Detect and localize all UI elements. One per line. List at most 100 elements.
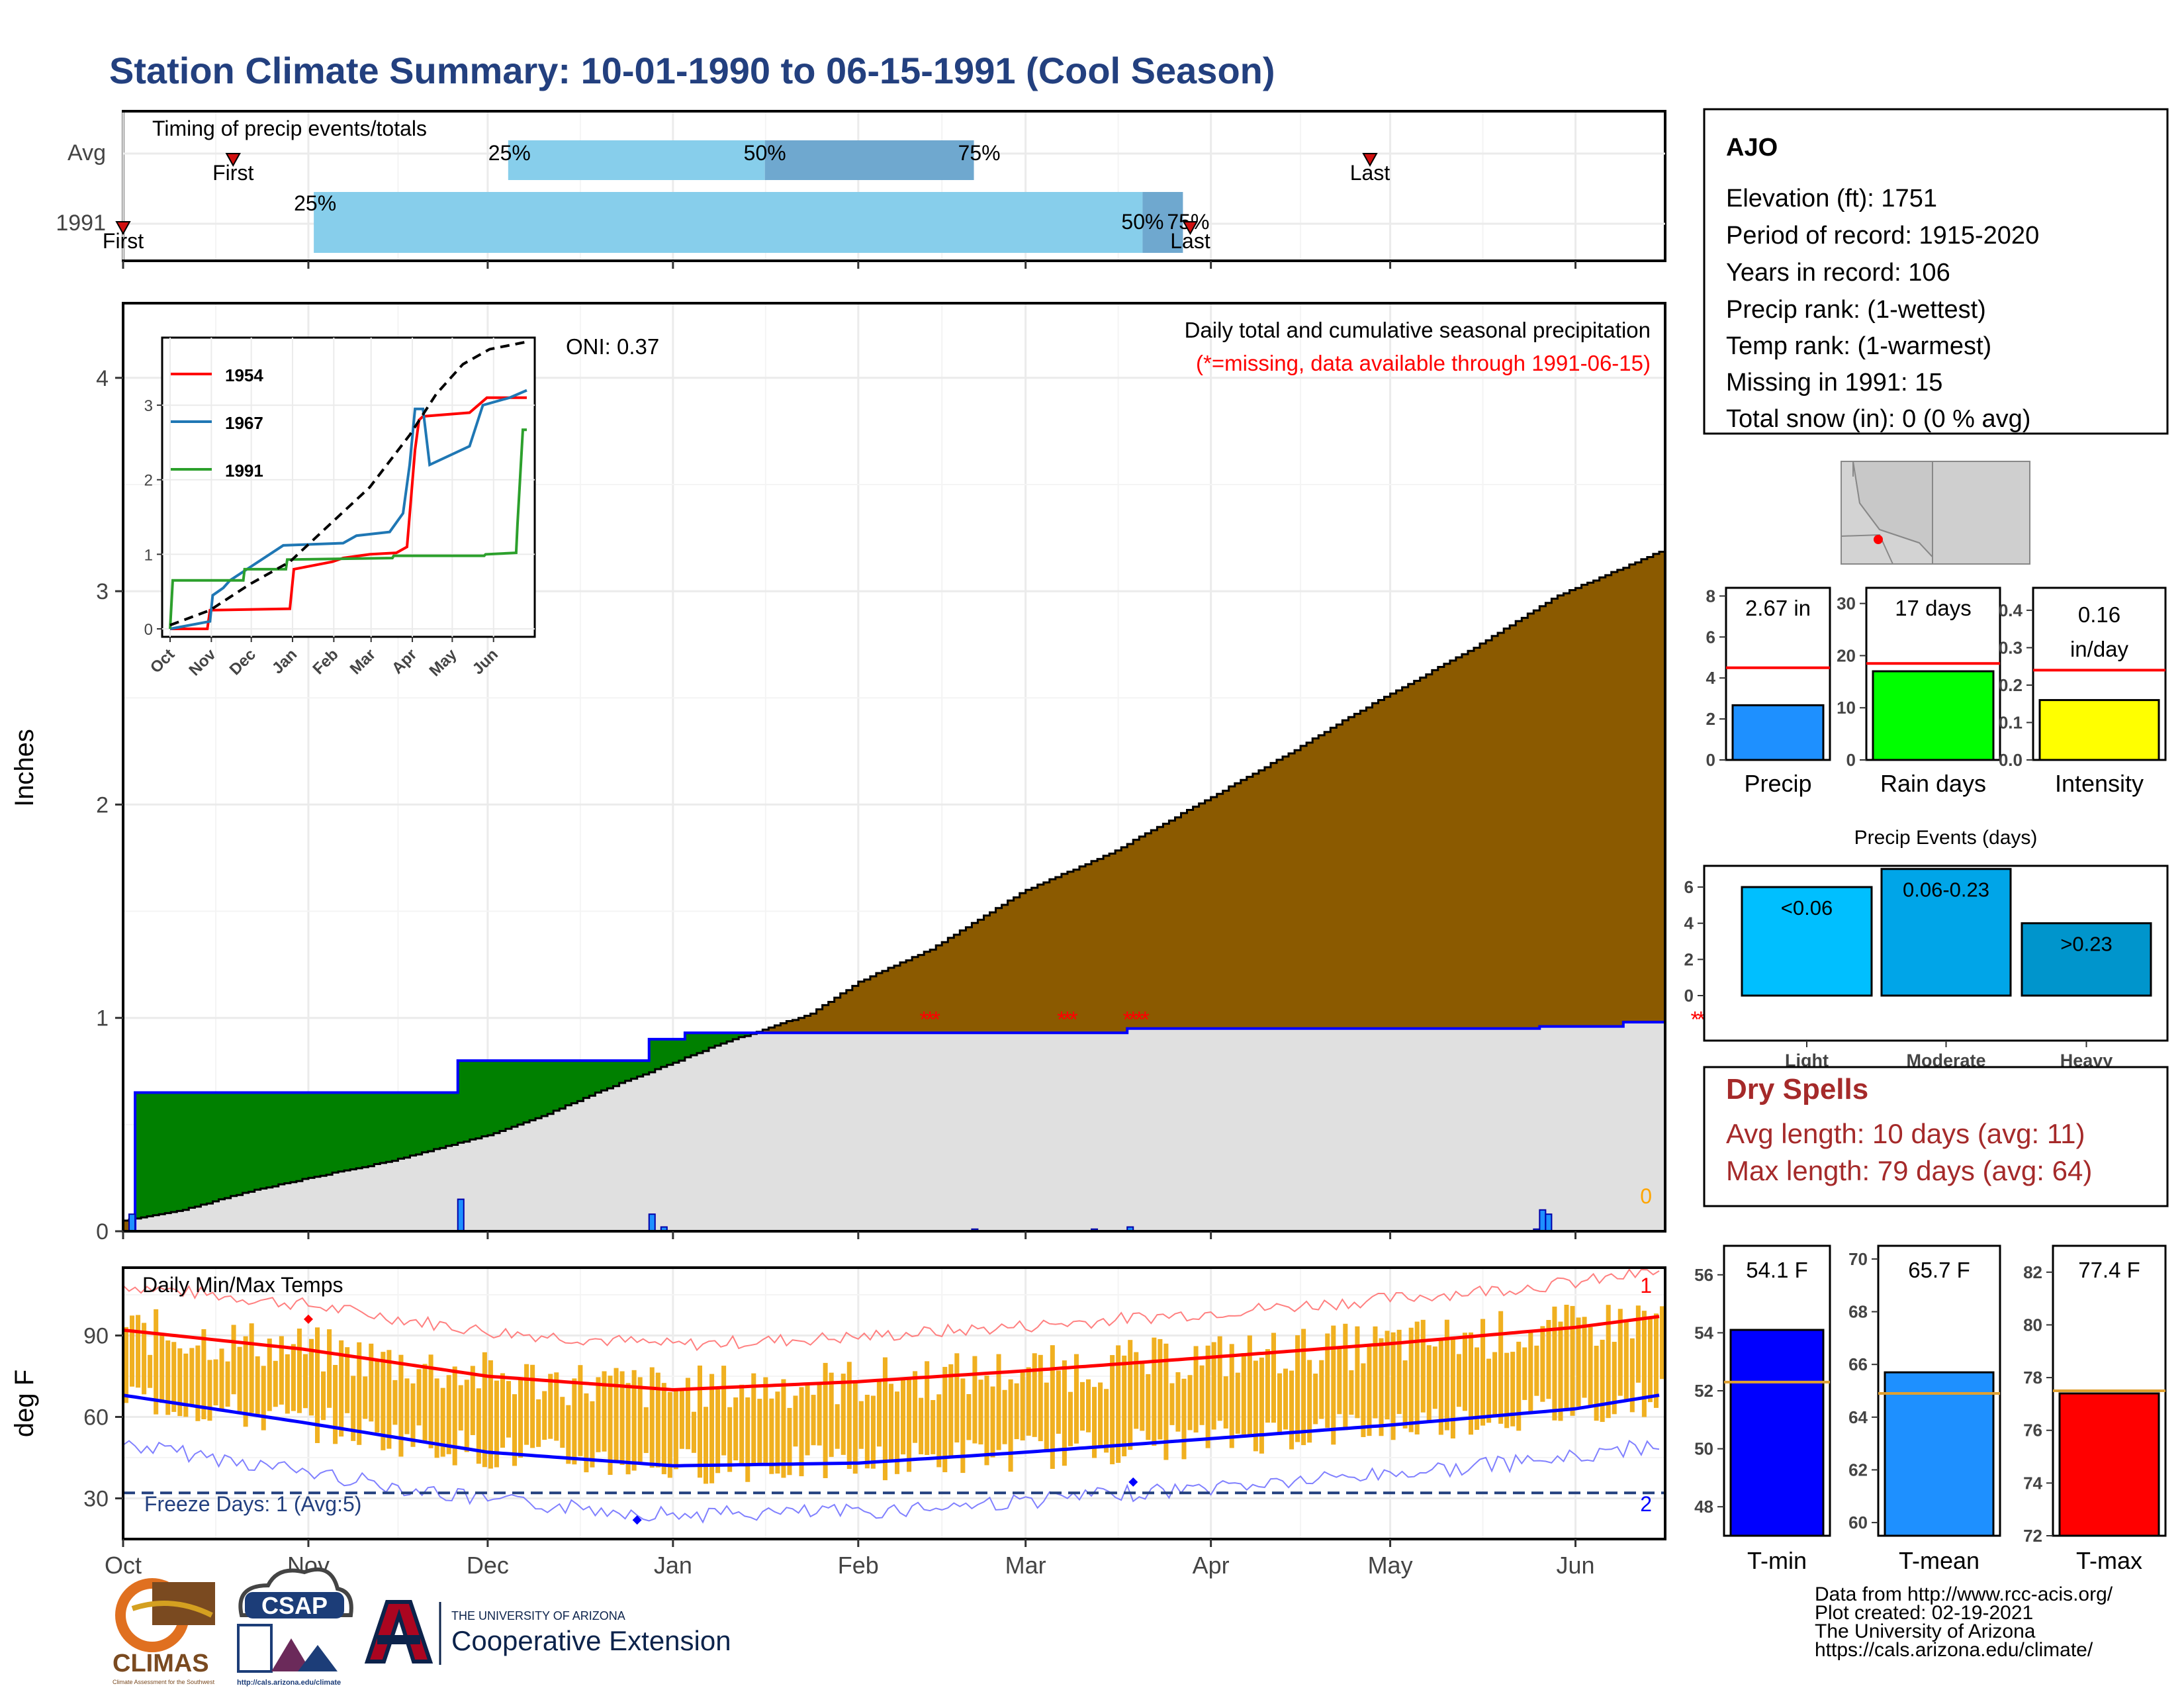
daily-temp-bar (811, 1395, 816, 1446)
daily-temp-bar (1032, 1353, 1037, 1437)
daily-precip-bar (660, 1226, 668, 1231)
obs-cumulative-line (123, 1021, 1665, 1231)
daily-temp-bar (619, 1371, 625, 1466)
daily-temp-bar (895, 1391, 900, 1474)
temp-summary-y-tick-label: 60 (1848, 1513, 1868, 1532)
missing-day-marker: * (1129, 1008, 1138, 1033)
summary-y-tick-label: 4 (1706, 668, 1716, 688)
daily-temp-bar (841, 1374, 846, 1455)
daily-temp-bar (422, 1364, 428, 1441)
temp-title: Daily Min/Max Temps (142, 1273, 343, 1297)
timing-bar-25-50 (314, 192, 1143, 253)
daily-precip-bar (1539, 1209, 1547, 1231)
missing-day-marker: * (1135, 1008, 1144, 1033)
daily-temp-bar (1152, 1337, 1157, 1446)
daily-temp-bar (1564, 1305, 1569, 1411)
daily-temp-bar (679, 1391, 684, 1449)
daily-temp-bar (249, 1323, 254, 1413)
daily-temp-bar (285, 1354, 290, 1414)
daily-temp-bar (1002, 1389, 1007, 1444)
daily-temp-bar (177, 1348, 183, 1417)
summary-y-tick-label: 0 (1706, 750, 1715, 770)
temp-summary-category: T-min (1747, 1547, 1807, 1574)
daily-temp-bar (996, 1354, 1001, 1450)
daily-temp-bar (697, 1365, 703, 1478)
record-low-count: 2 (1640, 1492, 1652, 1516)
month-tick-label: Feb (838, 1552, 879, 1579)
daily-temp-bar (1432, 1346, 1437, 1409)
daily-temp-bar (500, 1373, 505, 1448)
daily-temp-bar (1570, 1305, 1575, 1416)
daily-temp-bar (1259, 1357, 1264, 1454)
daily-temp-bar (745, 1397, 751, 1482)
daily-temp-bar (470, 1366, 475, 1435)
summary-category-label: Rain days (1880, 770, 1986, 797)
timing-first-marker (225, 153, 241, 167)
daily-temp-bar (524, 1364, 529, 1445)
daily-temp-bar (351, 1376, 356, 1441)
inset-series-1967 (169, 389, 527, 630)
oni-value: ONI: 0.37 (566, 334, 659, 359)
daily-temp-bar (1331, 1325, 1336, 1445)
missing-day-marker: * (1057, 1008, 1066, 1033)
inset-y-tick-label: 3 (144, 397, 153, 415)
dry-spells-title: Dry Spells (1726, 1073, 1868, 1105)
daily-temp-bar (1301, 1329, 1306, 1446)
record-high-marker (303, 1314, 313, 1324)
daily-temp-bar (1438, 1339, 1443, 1435)
daily-temp-bar (931, 1400, 936, 1454)
temp-summary-category: T-mean (1899, 1547, 1979, 1574)
daily-temp-bar (506, 1381, 512, 1438)
daily-temp-bar (655, 1372, 660, 1468)
daily-temp-bar (1492, 1352, 1498, 1415)
daily-temp-bar (308, 1338, 314, 1416)
daily-temp-bar (913, 1371, 918, 1443)
station-frame (1703, 108, 2169, 435)
daily-temp-bar (357, 1342, 362, 1445)
daily-temp-bar (649, 1367, 655, 1468)
daily-temp-bar (1098, 1382, 1103, 1447)
inset-y-tick-label: 1 (144, 546, 153, 564)
daily-temp-bar (733, 1397, 739, 1461)
temp-summary-y-tick-label: 72 (2023, 1526, 2042, 1546)
daily-temp-bar (1289, 1370, 1295, 1450)
missing-day-marker: * (1063, 1008, 1071, 1033)
daily-temp-bar (1319, 1360, 1324, 1419)
temp-summary-value: 54.1 F (1746, 1258, 1808, 1282)
credit-url: https://cals.arizona.edu/climate/ (1815, 1639, 2093, 1661)
daily-temp-bar (805, 1385, 810, 1456)
daily-temp-bar (1026, 1367, 1031, 1436)
daily-temp-bar (1283, 1368, 1289, 1430)
daily-temp-bar (864, 1395, 870, 1469)
station-snow: Total snow (in): 0 (0 % avg) (1726, 405, 2030, 433)
daily-temp-bar (279, 1336, 284, 1405)
inset-legend: 1954 1967 1991 (171, 365, 263, 481)
temp-frame (122, 1266, 1666, 1540)
daily-temp-bar (602, 1371, 607, 1452)
daily-temp-bar (1092, 1387, 1097, 1458)
timing-first-marker-label: First (103, 229, 144, 253)
daily-temp-bar (273, 1360, 278, 1407)
daily-temp-bar (858, 1401, 864, 1449)
missing-day-marker: * (1141, 1008, 1150, 1033)
daily-temp-bar (302, 1354, 308, 1409)
daily-temp-bar (542, 1391, 547, 1440)
daily-temp-bar (1444, 1319, 1449, 1430)
daily-temp-bar (704, 1407, 709, 1484)
daily-temp-bar (1110, 1355, 1115, 1465)
daily-temp-bar (1271, 1333, 1276, 1423)
timing-bar-50-75 (1142, 192, 1183, 253)
daily-temp-bar (339, 1340, 344, 1437)
daily-temp-bar (572, 1378, 577, 1465)
daily-temp-bar (1211, 1342, 1216, 1430)
daily-temp-bar (1385, 1331, 1390, 1420)
daily-temp-bar (1528, 1330, 1533, 1413)
daily-temp-bar (142, 1323, 147, 1395)
daily-temp-bar (1361, 1363, 1366, 1437)
daily-temp-bar (392, 1380, 398, 1425)
y-tick-label: 2 (96, 792, 109, 818)
temp-summary-value: 65.7 F (1908, 1258, 1970, 1282)
daily-temp-bar (972, 1356, 978, 1444)
freeze-days-label: Freeze Days: 1 (Avg:5) (144, 1492, 361, 1516)
